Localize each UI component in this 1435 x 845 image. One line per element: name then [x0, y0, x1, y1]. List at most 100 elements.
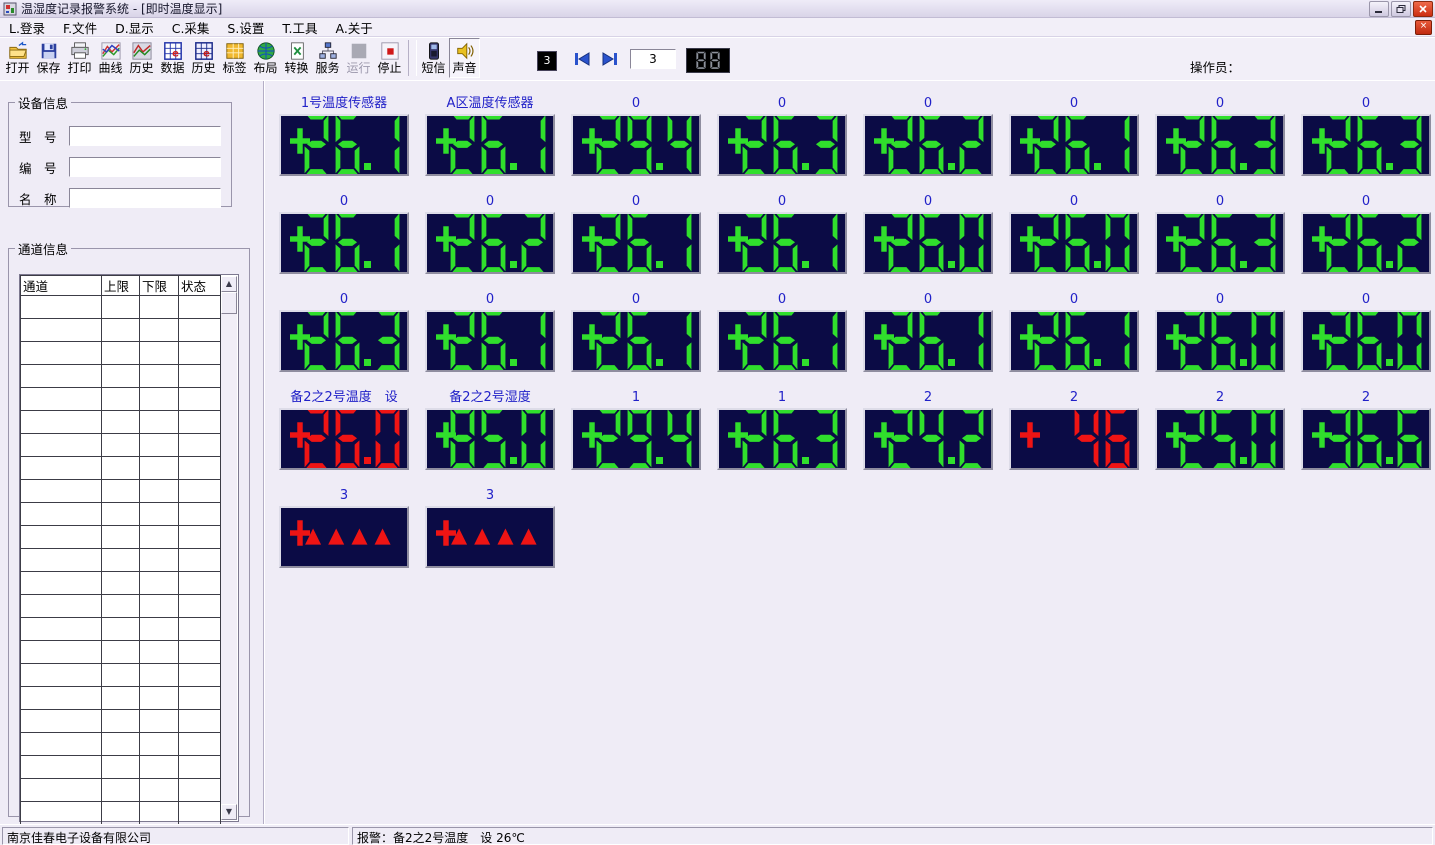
led-cell: 0	[717, 292, 847, 372]
led-display	[1009, 408, 1139, 470]
toolbar-button-label-table[interactable]: 标签	[219, 38, 250, 78]
seven-segment-digit	[773, 312, 798, 370]
menu-item[interactable]: F.文件	[62, 20, 98, 36]
led-cell: 0	[1009, 194, 1139, 274]
led-channel-label: 0	[777, 292, 787, 307]
led-channel-label: 0	[1215, 96, 1225, 111]
minimize-button-icon[interactable]	[1369, 1, 1389, 17]
led-display	[571, 310, 701, 372]
led-display	[717, 408, 847, 470]
menu-item[interactable]: D.显示	[115, 20, 154, 36]
app-icon	[3, 2, 17, 16]
seven-segment-digit	[1034, 214, 1059, 272]
page-input[interactable]	[630, 49, 676, 69]
toolbar-button-globe[interactable]: 布局	[250, 38, 281, 78]
channel-table-scrollbar[interactable]: ▲ ▼	[221, 276, 237, 820]
toolbar-button-history-table[interactable]: e 历史	[188, 38, 219, 78]
led-row: 备2之2号温度 设 备2之2号湿度 1 1 2 2 2 2	[279, 390, 1435, 470]
decimal-point	[656, 261, 663, 268]
toolbar-button-printer[interactable]: 打印	[64, 38, 95, 78]
plus-sign-icon	[436, 422, 456, 448]
toolbar-button-label: 运行	[346, 61, 371, 75]
menu-item[interactable]: S.设置	[227, 20, 265, 36]
seven-segment-digit	[1180, 116, 1205, 174]
save-floppy-icon	[38, 41, 60, 61]
led-channel-label: 0	[485, 292, 495, 307]
led-value	[739, 410, 841, 468]
channel-cell	[139, 364, 179, 388]
channel-cell	[20, 801, 102, 825]
toolbar-button-sms-phone[interactable]: 短信	[418, 38, 449, 78]
plus-sign-icon	[582, 226, 602, 252]
led-channel-label: 0	[631, 194, 641, 209]
channel-cell	[101, 755, 140, 779]
decimal-point	[364, 359, 371, 366]
toolbar-button-open-folder[interactable]: 打开	[2, 38, 33, 78]
seven-segment-digit	[1328, 410, 1351, 468]
channel-cell	[139, 456, 179, 480]
close-button-icon[interactable]	[1413, 1, 1433, 17]
led-channel-label: 0	[1069, 194, 1079, 209]
toolbar-button-history-curve[interactable]: 历史	[126, 38, 157, 78]
menubar: L.登录 F.文件 D.显示 C.采集 S.设置 T.工具 A.关于 ×	[0, 18, 1435, 37]
channel-cell	[20, 387, 102, 411]
toolbar-button-data-table[interactable]: e 数据	[157, 38, 188, 78]
svg-text:e: e	[172, 48, 179, 59]
led-value	[447, 116, 549, 174]
seven-segment-digit	[742, 410, 767, 468]
seven-segment-digit	[742, 214, 767, 272]
seven-segment-digit	[335, 116, 360, 174]
scroll-down-icon[interactable]: ▼	[221, 804, 237, 820]
prev-page-button[interactable]	[572, 49, 592, 69]
toolbar-button-convert-doc[interactable]: 转换	[281, 38, 312, 78]
channel-table-row	[20, 778, 221, 802]
seven-segment-digit	[1326, 312, 1351, 370]
decimal-point	[510, 359, 517, 366]
toolbar-button-network[interactable]: 服务	[312, 38, 343, 78]
toolbar-button-save-floppy[interactable]: 保存	[33, 38, 64, 78]
titlebar: 温湿度记录报警系统 - [即时温度显示]	[0, 0, 1435, 18]
channel-cell	[20, 341, 102, 365]
channel-cell	[101, 295, 140, 319]
scrollbar-thumb[interactable]	[221, 292, 237, 314]
channel-table[interactable]: 通道 上限 下限 状态 ▲ ▼	[19, 274, 239, 825]
seven-segment-digit	[1399, 116, 1422, 174]
plus-sign-icon	[290, 128, 310, 154]
decimal-point	[656, 457, 663, 464]
mdi-close-button-icon[interactable]: ×	[1415, 20, 1432, 35]
menu-item[interactable]: C.采集	[171, 20, 210, 36]
toolbar-button-stop-square[interactable]: 停止	[374, 38, 405, 78]
next-page-button[interactable]	[600, 49, 620, 69]
sms-phone-icon	[423, 41, 445, 61]
seven-segment-digit	[959, 214, 984, 272]
toolbar-button-curve-chart[interactable]: 曲线	[95, 38, 126, 78]
channel-cell	[139, 571, 179, 595]
plus-sign-icon	[1312, 226, 1332, 252]
channel-table-row	[20, 686, 221, 710]
led-channel-label: 备2之2号温度 设	[290, 390, 398, 405]
led-value	[301, 116, 403, 174]
toolbar-button-speaker[interactable]: 声音	[449, 38, 480, 78]
channel-table-row	[20, 410, 221, 434]
plus-sign-icon	[1312, 128, 1332, 154]
channel-cell	[178, 318, 221, 342]
menu-item[interactable]: T.工具	[282, 20, 318, 36]
led-cell: 0	[1155, 96, 1285, 176]
led-display	[1155, 310, 1285, 372]
device-field-input[interactable]	[69, 126, 221, 146]
seven-segment-digit	[742, 116, 767, 174]
seven-segment-digit	[1357, 410, 1382, 468]
device-field-input[interactable]	[69, 157, 221, 177]
restore-button-icon[interactable]	[1391, 1, 1411, 17]
led-channel-label: 3	[339, 488, 349, 503]
menu-items: L.登录 F.文件 D.显示 C.采集 S.设置 T.工具 A.关于	[0, 17, 382, 38]
led-cell: 0	[717, 96, 847, 176]
toolbar-button-label: 布局	[253, 61, 278, 75]
led-cell: 1	[571, 390, 701, 470]
menu-item[interactable]: A.关于	[335, 20, 373, 36]
device-field-input[interactable]	[69, 188, 221, 208]
menu-item[interactable]: L.登录	[9, 20, 45, 36]
seven-segment-digit	[919, 312, 944, 370]
scroll-up-icon[interactable]: ▲	[221, 276, 237, 292]
led-display	[425, 114, 555, 176]
